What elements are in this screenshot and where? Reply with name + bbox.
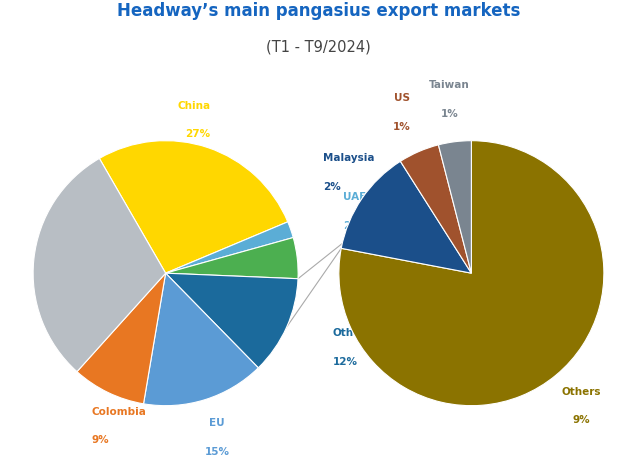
Text: US: US [394, 94, 410, 103]
Text: 27%: 27% [185, 129, 211, 139]
Wedge shape [143, 273, 259, 406]
Text: 9%: 9% [92, 435, 110, 445]
Wedge shape [339, 141, 604, 406]
Text: 1%: 1% [393, 122, 411, 132]
Text: 2%: 2% [324, 182, 341, 192]
Text: Headway’s main pangasius export markets: Headway’s main pangasius export markets [117, 2, 520, 20]
Text: 1%: 1% [441, 109, 459, 119]
Text: 12%: 12% [333, 357, 357, 367]
Text: Taiwan: Taiwan [429, 81, 470, 90]
Text: Malaysia: Malaysia [324, 153, 375, 163]
Text: Other: Other [333, 328, 366, 338]
Text: 15%: 15% [204, 447, 229, 457]
Text: Mexico: Mexico [352, 232, 394, 242]
Text: (T1 - T9/2024): (T1 - T9/2024) [266, 39, 371, 54]
Text: 2%: 2% [343, 220, 361, 231]
Wedge shape [166, 222, 293, 273]
Wedge shape [166, 238, 298, 279]
Text: Others: Others [561, 387, 601, 397]
Wedge shape [77, 273, 166, 404]
Text: 5%: 5% [352, 261, 370, 271]
Text: UAE: UAE [343, 192, 366, 202]
Wedge shape [438, 141, 471, 273]
Wedge shape [99, 141, 288, 273]
Wedge shape [166, 273, 298, 368]
Text: 9%: 9% [573, 415, 590, 425]
Wedge shape [401, 145, 471, 273]
Text: Colombia: Colombia [92, 407, 147, 417]
Wedge shape [341, 161, 471, 273]
Text: EU: EU [210, 418, 225, 428]
Text: China: China [178, 100, 211, 111]
Wedge shape [33, 158, 166, 372]
